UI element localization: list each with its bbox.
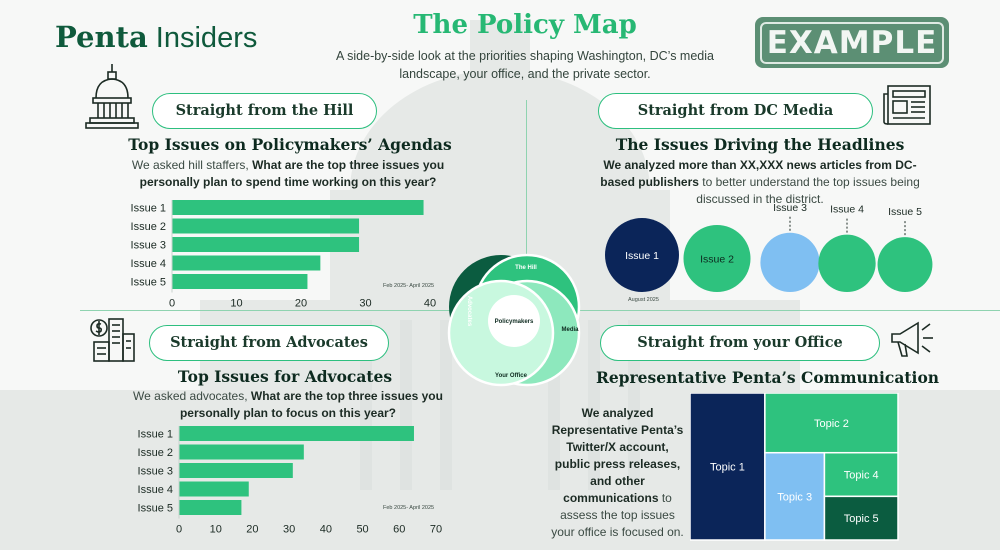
hill-category-label: Issue 4 [131,258,166,270]
hill-bar [172,237,360,252]
page-title: The Policy Map [413,10,637,40]
hill-bar [172,200,424,215]
treemap-cell-label: Topic 1 [710,462,745,474]
treemap-cell [823,495,899,541]
capitol-icon [85,64,139,129]
hill-tick-label: 40 [424,298,436,309]
hill-tick-label: 30 [359,298,371,309]
venn-label-your-office: Your Office [495,373,528,379]
office-treemap: Topic 1 Topic 2 Topic 3 Topic 4 Topic 5 [690,393,899,541]
venn-center [488,295,540,347]
example-stamp: EXAMPLE [755,17,949,68]
advocates-tick-label: 0 [176,524,182,535]
office-desc-bold: We analyzed Representative Penta’s Twitt… [551,406,684,505]
hill-bar [172,255,321,271]
treemap-cell-label: Topic 5 [844,513,879,525]
vertical-divider [526,100,527,310]
hill-section-description: We asked hill staffers, What are the top… [118,157,458,191]
advocates-section-pill: Straight from Advocates [149,325,389,361]
hill-tick-label: 20 [295,298,307,309]
treemap-cell [823,451,899,498]
media-desc-plain: to better understand the top issues bein… [696,175,920,206]
office-desc-plain: to assess the top issues your office is … [551,491,684,539]
advocates-bar [179,463,293,478]
advocates-tick-label: 50 [356,524,368,535]
treemap-cell [764,451,826,541]
media-section-description: We analyzed more than XX,XXX news articl… [590,157,930,208]
advocates-desc-plain: We asked advocates, [133,389,251,403]
office-section-title: Representative Penta’s Communication [595,368,940,387]
newspaper-icon [883,85,931,125]
hill-bar [172,274,308,289]
brand-name-bold: Penta [55,20,148,54]
example-stamp-text: EXAMPLE [760,21,944,64]
media-bubble-label: Issue 3 [773,202,807,214]
media-bubble-chart: Issue 1 Issue 2 Issue 3 Issue 4 Issue 5 [605,202,933,292]
media-section-pill: Straight from DC Media [598,93,873,129]
advocates-tick-label: 70 [430,524,442,535]
venn-label-the-hill: The Hill [515,265,537,271]
hill-category-label: Issue 5 [131,277,166,289]
hill-category-label: Issue 2 [131,221,166,233]
media-chart-date-note: August 2025 [628,297,659,303]
advocates-tick-label: 30 [283,524,295,535]
buildings-dollar-icon [90,318,135,362]
media-bubble [760,232,820,292]
advocates-category-label: Issue 3 [138,466,173,478]
advocates-category-label: Issue 5 [138,503,173,515]
advocates-desc-bold: What are the top three issues you person… [179,389,443,420]
advocates-bar [179,481,249,497]
advocates-tick-label: 40 [320,524,332,535]
hill-desc-plain: We asked hill staffers, [131,158,253,172]
advocates-tick-label: 20 [246,524,258,535]
hill-category-label: Issue 1 [131,203,166,215]
media-bubble [818,234,876,292]
hill-tick-label: 10 [230,298,242,309]
advocates-category-label: Issue 1 [138,429,173,441]
advocates-category-label: Issue 4 [138,484,173,496]
page-subtitle: A side-by-side look at the priorities sh… [336,49,714,81]
media-bubble [877,237,933,292]
venn-label-media: Media [561,327,579,333]
advocates-chart-date-note: Feb 2025- April 2025 [383,505,435,511]
megaphone-icon [891,321,933,357]
advocates-bar-chart: Issue 1 Issue 2 Issue 3 Issue 4 Issue 50 10 20… [138,426,442,535]
media-bubble-label: Issue 2 [700,253,734,265]
media-desc-bold: We analyzed more than XX,XXX news articl… [600,158,917,189]
hill-section-title: Top Issues on Policymakers’ Agendas [128,135,452,154]
treemap-cell-label: Topic 4 [844,470,879,482]
venn-center-label: Policymakers [495,319,534,325]
hill-section-pill: Straight from the Hill [152,93,377,129]
media-bubble-label: Issue 1 [625,250,659,262]
media-section-title: The Issues Driving the Headlines [615,135,905,154]
media-bubble-label: Issue 5 [888,206,922,218]
hill-category-label: Issue 3 [131,240,166,252]
advocates-tick-label: 60 [393,524,405,535]
advocates-bar [179,426,414,441]
advocates-category-label: Issue 2 [138,447,173,459]
treemap-cell-label: Topic 3 [777,491,812,503]
treemap-cell-label: Topic 2 [814,418,849,430]
policy-venn-diagram: Policymakers The Hill Media Your Office … [447,253,581,387]
office-section-description: We analyzed Representative Penta’s Twitt… [550,405,685,541]
advocates-bar [179,500,242,515]
brand-logo: Penta Insiders [55,20,257,55]
office-section-pill: Straight from your Office [600,325,880,361]
advocates-section-description: We asked advocates, What are the top thr… [118,388,458,422]
advocates-tick-label: 10 [210,524,222,535]
advocates-section-title: Top Issues for Advocates [177,367,393,386]
hill-desc-bold: What are the top three issues you person… [139,158,445,189]
media-bubble [605,218,679,292]
media-bubble-label: Issue 4 [830,204,864,216]
hill-bar-chart: Issue 1 Issue 2 Issue 3 Issue 4 Issue 50 10 20… [131,200,436,309]
media-bubble [683,224,751,292]
hill-tick-label: 0 [169,298,175,309]
advocates-bar [179,444,304,460]
hill-bar [172,218,360,234]
brand-name-light: Insiders [147,22,258,54]
hill-chart-date-note: Feb 2025- April 2025 [383,283,435,289]
venn-label-advocates: Advocates [466,296,472,327]
